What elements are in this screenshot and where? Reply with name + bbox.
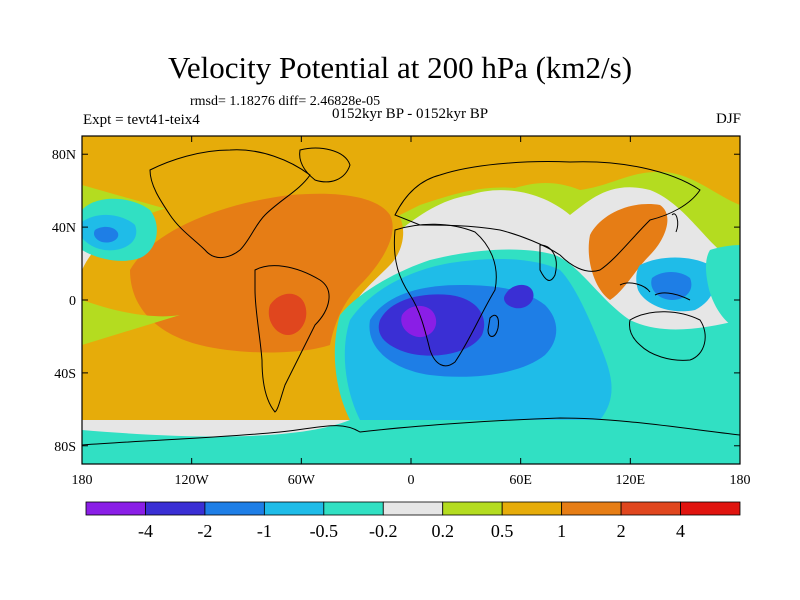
x-tick-label: 60W <box>288 473 316 488</box>
colorbar-label: -4 <box>138 521 153 541</box>
experiment-label: Expt = tevt41-teix4 <box>83 112 200 128</box>
colorbar-swatch <box>263 501 325 516</box>
x-tick-label: 0 <box>408 473 415 488</box>
field-orange-asia <box>588 204 668 300</box>
field-green-southeast <box>82 300 180 345</box>
colorbar-label: -2 <box>197 521 212 541</box>
colorbar-swatch <box>204 501 265 516</box>
coast-antarctica <box>82 417 740 446</box>
season-label: DJF <box>715 111 741 127</box>
rmsd-stats: rmsd= 1.18276 diff= 2.46828e-05 <box>190 94 381 109</box>
colorbar-label: -0.2 <box>369 521 398 541</box>
field-red-core <box>268 293 307 335</box>
y-tick-label: 80N <box>52 148 76 163</box>
field-blue-northwest <box>93 226 119 243</box>
coast-madagascar <box>487 314 499 337</box>
coast-japan <box>671 213 679 233</box>
coast-north-america <box>149 149 311 258</box>
field-teal-east <box>705 245 740 330</box>
colorbar-swatch <box>501 501 563 516</box>
coast-africa <box>393 223 497 367</box>
colorbar: -4 -2 -1 -0.5 -0.2 0.2 0.5 1 2 4 <box>85 501 741 541</box>
field-orange-americas <box>130 193 393 353</box>
y-tick-label: 40S <box>54 367 76 382</box>
field-darkblue-indian <box>504 284 534 309</box>
y-tick-label: 80S <box>54 440 76 455</box>
y-tick-label: 0 <box>69 294 76 309</box>
colorbar-swatch <box>85 501 146 516</box>
colorbar-label: 1 <box>557 521 566 541</box>
coast-greenland <box>299 147 351 183</box>
x-tick-label: 180 <box>730 473 751 488</box>
x-tick-label: 180 <box>72 473 93 488</box>
map-title: Velocity Potential at 200 hPa (km2/s) <box>167 50 633 85</box>
coast-india <box>539 244 557 281</box>
colorbar-label: 0.2 <box>431 521 454 541</box>
colorbar-label: 2 <box>617 521 626 541</box>
field-purple-core <box>401 305 437 338</box>
x-tick-label: 120W <box>175 473 210 488</box>
coast-indonesia <box>619 282 691 301</box>
map-subtitle: 0152kyr BP - 0152kyr BP <box>331 106 489 122</box>
coast-australia <box>629 311 706 361</box>
colorbar-swatch <box>620 501 681 516</box>
colorbar-swatch <box>442 501 503 516</box>
colorbar-swatch <box>561 501 622 516</box>
colorbar-label: -0.5 <box>310 521 339 541</box>
y-tick-label: 40N <box>52 221 76 236</box>
velocity-potential-field <box>82 136 740 464</box>
colorbar-swatch <box>680 501 741 516</box>
colorbar-swatch <box>145 501 206 516</box>
coastlines <box>82 147 740 446</box>
coast-eurasia <box>394 161 701 272</box>
colorbar-label: -1 <box>257 521 272 541</box>
colorbar-swatch <box>323 501 384 516</box>
x-tick-label: 60E <box>509 473 532 488</box>
coast-south-america <box>254 265 330 413</box>
x-axis-ticks: 180 120W 60W 0 60E 120E 180 <box>72 136 751 488</box>
x-tick-label: 120E <box>616 473 646 488</box>
colorbar-label: 4 <box>676 521 685 541</box>
colorbar-swatch <box>382 501 444 516</box>
y-axis-ticks: 80N 40N 0 40S 80S <box>52 148 740 455</box>
colorbar-label: 0.5 <box>491 521 514 541</box>
